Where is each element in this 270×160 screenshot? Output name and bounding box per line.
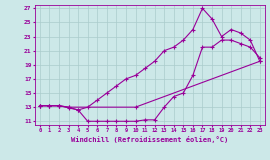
X-axis label: Windchill (Refroidissement éolien,°C): Windchill (Refroidissement éolien,°C) [71, 136, 228, 143]
